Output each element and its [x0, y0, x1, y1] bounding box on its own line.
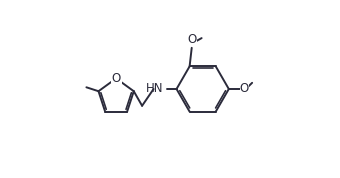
Text: HN: HN [146, 82, 163, 96]
Text: O: O [240, 82, 249, 96]
Text: O: O [112, 72, 121, 85]
Text: O: O [187, 33, 197, 46]
